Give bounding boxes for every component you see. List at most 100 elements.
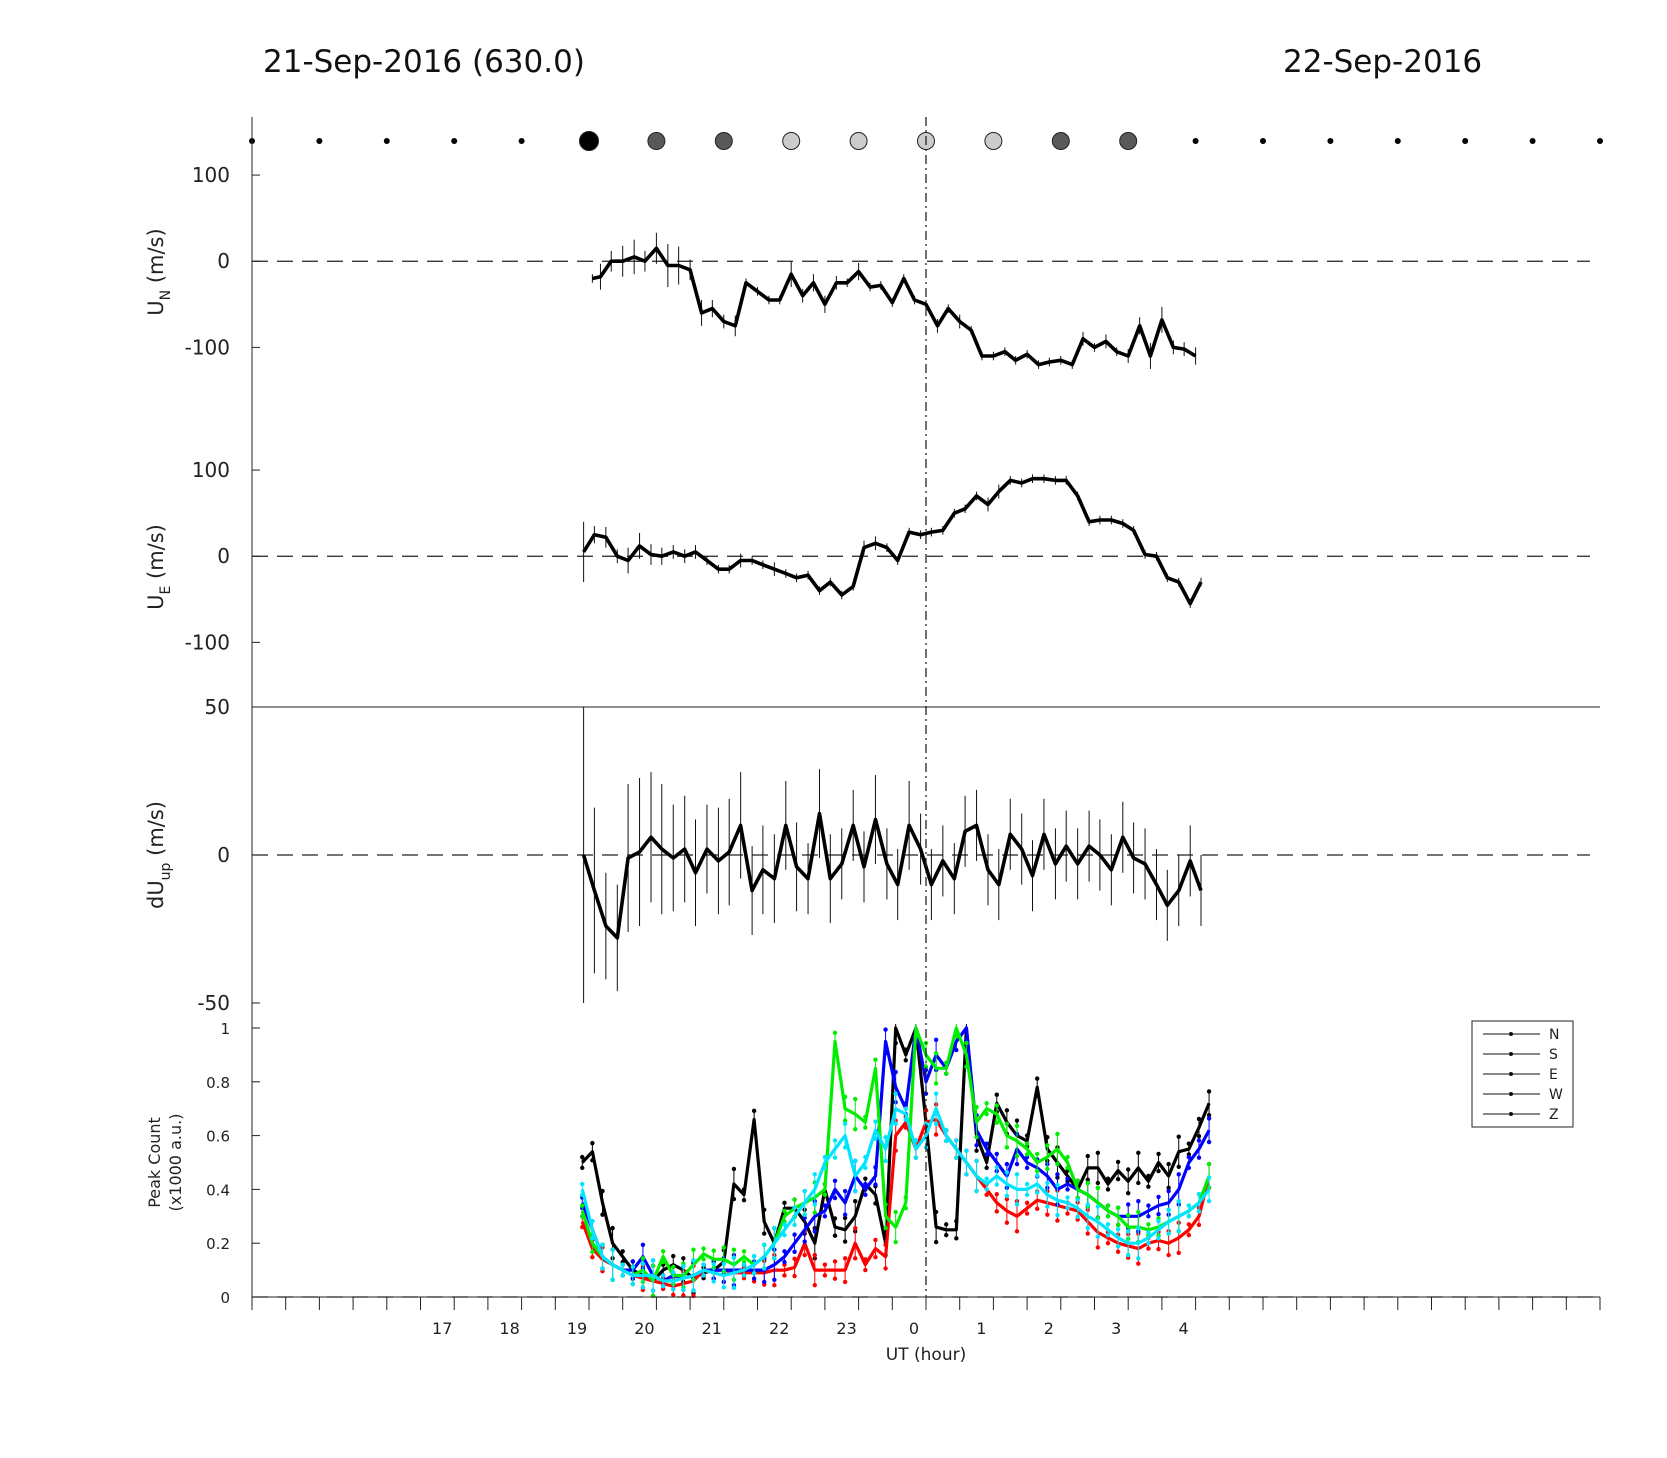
peak-point (914, 1017, 918, 1021)
peak-point (812, 1229, 817, 1234)
peak-point (954, 1034, 959, 1039)
peak-point (984, 1165, 989, 1171)
peak-point (731, 1166, 737, 1172)
peak-point (681, 1264, 686, 1269)
peak-point (1156, 1218, 1161, 1224)
peak-point (903, 1195, 908, 1200)
peak-point (873, 1165, 878, 1170)
peak-point (1206, 1089, 1212, 1094)
peak-point (1085, 1225, 1090, 1231)
peak-point (1004, 1220, 1010, 1225)
y-tick-label: 0 (217, 843, 230, 867)
peak-point (944, 1128, 949, 1133)
peak-point (620, 1249, 625, 1254)
peak-point (923, 1064, 929, 1069)
peak-point (1146, 1241, 1151, 1246)
peak-point (873, 1254, 878, 1260)
peak-point (590, 1158, 595, 1163)
peak-point (822, 1273, 828, 1278)
peak-point (1166, 1231, 1171, 1236)
peak-point (802, 1215, 807, 1221)
peak-point (1196, 1209, 1202, 1214)
cloud-indicator-dot (1192, 138, 1199, 144)
peak-point (1065, 1154, 1070, 1160)
peak-point (762, 1279, 767, 1285)
peak-point (610, 1277, 615, 1282)
peak-point (681, 1293, 686, 1298)
peak-point (842, 1215, 848, 1221)
peak-point (903, 1106, 908, 1111)
left-date-title: 21-Sep-2016 (630.0) (263, 44, 585, 80)
peak-point (802, 1252, 807, 1258)
peak-point (974, 1135, 979, 1140)
x-tick-label: 22 (769, 1319, 789, 1338)
peak-point (903, 1125, 908, 1130)
peak-point (741, 1273, 747, 1278)
peak-point (1004, 1121, 1010, 1126)
peak-point (1115, 1205, 1121, 1210)
peak-point (751, 1271, 757, 1276)
peak-point (1156, 1151, 1161, 1157)
x-tick-label: 1 (976, 1319, 986, 1338)
peak-point (994, 1192, 999, 1197)
peak-point (933, 1037, 939, 1043)
peak-point (590, 1254, 595, 1260)
peak-point (580, 1181, 585, 1187)
peak-point (873, 1237, 878, 1243)
cloud-indicator-marker (782, 132, 801, 150)
y-axis-label-unit: (x1000 a.u.) (166, 1114, 185, 1212)
peak-point (964, 1148, 969, 1153)
peak-point (1146, 1214, 1151, 1219)
peak-point (671, 1264, 676, 1270)
peak-count-series-group (580, 1017, 1212, 1299)
peak-point (620, 1262, 625, 1267)
peak-point (964, 1037, 969, 1043)
peak-point (1166, 1185, 1171, 1190)
peak-point (1186, 1232, 1192, 1238)
peak-point (1146, 1184, 1151, 1189)
peak-point (903, 1047, 908, 1052)
peak-point (1095, 1180, 1101, 1186)
peak-point (1126, 1252, 1131, 1258)
peak-point (863, 1114, 868, 1119)
peak-point (701, 1273, 706, 1278)
peak-point (1166, 1207, 1171, 1213)
x-tick-label: 0 (909, 1319, 919, 1338)
peak-point (802, 1239, 807, 1244)
peak-point (1146, 1203, 1151, 1208)
peak-point (853, 1126, 858, 1132)
cloud-indicator-dot (518, 138, 525, 144)
peak-point (933, 1132, 939, 1137)
x-tick-label: 21 (702, 1319, 722, 1338)
peak-point (660, 1284, 666, 1289)
wind-series-line (581, 811, 1203, 940)
peak-point (731, 1247, 737, 1252)
peak-point (1136, 1150, 1141, 1156)
legend-label-n: N (1549, 1027, 1559, 1043)
peak-point (832, 1155, 838, 1160)
peak-point (984, 1152, 989, 1157)
peak-point (994, 1165, 999, 1170)
peak-point (812, 1252, 817, 1258)
peak-point (671, 1292, 676, 1298)
peak-point (1156, 1211, 1161, 1217)
peak-point (681, 1287, 686, 1293)
peak-point (883, 1225, 888, 1231)
peak-point (994, 1209, 999, 1214)
y-tick-label: 1 (220, 1020, 230, 1038)
x-tick-label: 3 (1111, 1319, 1121, 1338)
peak-point (913, 1034, 919, 1039)
peak-point (914, 1017, 918, 1021)
peak-point (873, 1119, 878, 1124)
peak-point (1035, 1173, 1040, 1178)
peak-point (842, 1188, 848, 1194)
chart-frame (251, 117, 1600, 1298)
peak-point (984, 1111, 989, 1117)
peak-point (1186, 1214, 1192, 1219)
peak-point (1156, 1246, 1161, 1252)
peak-point (893, 1148, 898, 1153)
peak-point (1146, 1173, 1151, 1179)
y-tick-label: 0 (217, 249, 230, 273)
peak-point (1095, 1204, 1101, 1209)
peak-point (1045, 1166, 1050, 1172)
